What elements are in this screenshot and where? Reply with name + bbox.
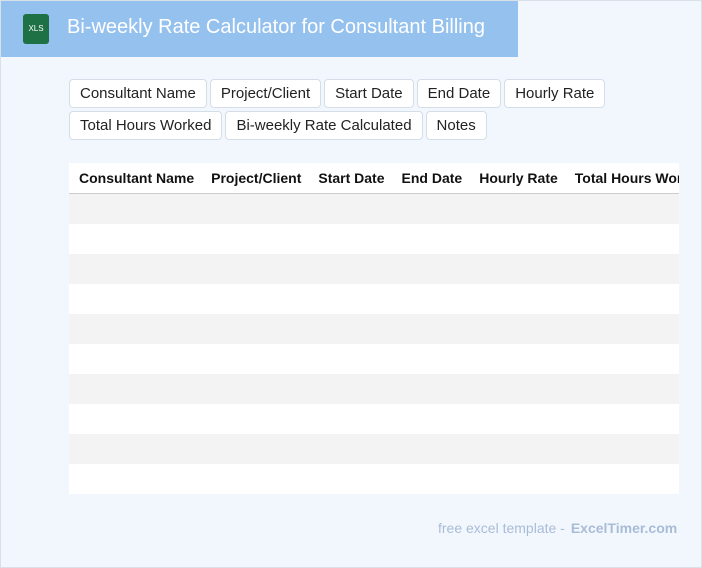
footer-text: free excel template - bbox=[438, 520, 565, 536]
table-row bbox=[69, 224, 679, 254]
chip[interactable]: Bi-weekly Rate Calculated bbox=[225, 111, 423, 140]
footer-brand[interactable]: ExcelTimer.com bbox=[570, 520, 678, 536]
column-header: Hourly Rate bbox=[479, 170, 558, 186]
chip[interactable]: Start Date bbox=[324, 79, 414, 108]
table-row bbox=[69, 344, 679, 374]
chip[interactable]: End Date bbox=[416, 79, 502, 108]
header: XLS Bi-weekly Rate Calculator for Consul… bbox=[1, 1, 518, 57]
table-row bbox=[69, 194, 679, 224]
table-row bbox=[69, 254, 679, 284]
title: Bi-weekly Rate Calculator for Consultant… bbox=[67, 16, 485, 38]
file-icon: XLS bbox=[23, 14, 49, 44]
chip-list: Consultant Name Project/Client Start Date E… bbox=[69, 79, 629, 140]
chip[interactable]: Project/Client bbox=[209, 79, 322, 108]
table-header: Consultant Name Project/Client Start Date E… bbox=[69, 163, 679, 194]
footer: free excel template - ExcelTimer.com bbox=[438, 520, 677, 536]
chip[interactable]: Hourly Rate bbox=[504, 79, 606, 108]
chip[interactable]: Notes bbox=[425, 111, 487, 140]
column-header: Project/Client bbox=[211, 170, 302, 186]
table-row bbox=[69, 464, 679, 494]
chip[interactable]: Total Hours Worked bbox=[69, 111, 223, 140]
table-row bbox=[69, 434, 679, 464]
table-row bbox=[69, 284, 679, 314]
chip[interactable]: Consultant Name bbox=[69, 79, 207, 108]
table-row bbox=[69, 374, 679, 404]
column-header: Total Hours Worked bbox=[574, 170, 679, 186]
table-row bbox=[69, 314, 679, 344]
column-header: Start Date bbox=[318, 170, 385, 186]
table-row bbox=[69, 404, 679, 434]
column-header: Consultant Name bbox=[79, 170, 195, 186]
table: Consultant Name Project/Client Start Date E… bbox=[69, 163, 679, 494]
table-body bbox=[69, 194, 679, 494]
column-header: End Date bbox=[401, 170, 463, 186]
